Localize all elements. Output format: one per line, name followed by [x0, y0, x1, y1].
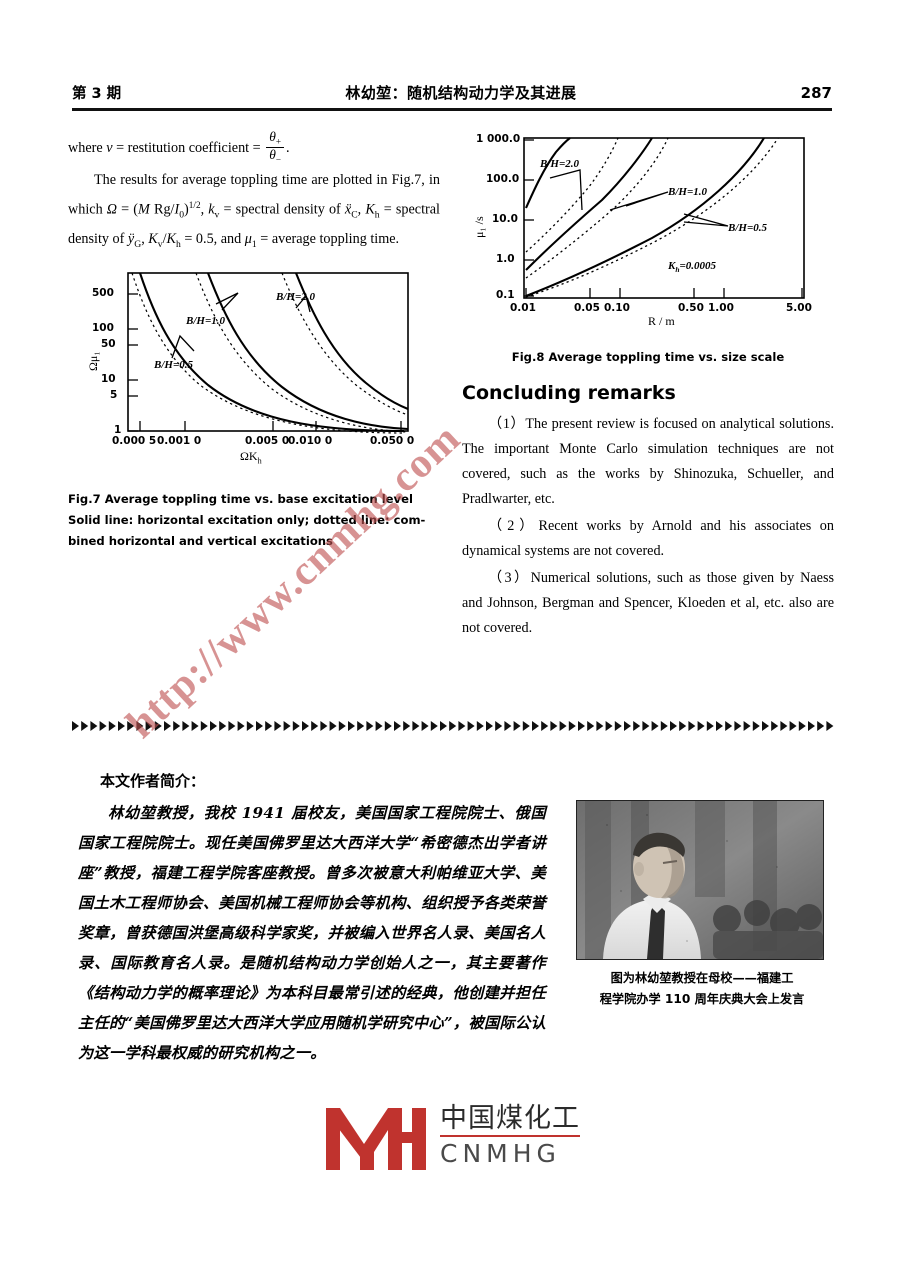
right-column: 1 000.0 100.0 10.0 1.0 0.1 0.01 0.05 0.1…	[462, 130, 834, 643]
author-photo	[576, 800, 824, 960]
fig7-curve-label-1: B/H=1.0	[186, 315, 225, 328]
fig8-annotation-value: =0.0005	[679, 260, 717, 272]
fig8-plot: 1 000.0 100.0 10.0 1.0 0.1 0.01 0.05 0.1…	[462, 130, 834, 328]
triangle-divider-svg	[72, 721, 834, 731]
fig8-curve-label-0: B/H=2.0	[540, 158, 579, 170]
page-number: 287	[800, 84, 832, 102]
bio-heading: 本文作者简介：	[100, 772, 206, 790]
fig8-xtick-4: 0.50	[678, 302, 704, 314]
fig7-caption: Fig.7 Average toppling time vs. base exc…	[68, 489, 440, 552]
fig8-x-axis-title: R / m	[648, 314, 675, 328]
fig8-xtick-3: 0.10	[604, 302, 630, 314]
fig8-ytick-1000: 1 000.0	[476, 133, 521, 145]
fig7-xtick-1: 0.000 5	[112, 435, 157, 448]
issue-label: 第 3 期	[72, 86, 122, 102]
remark-item-3: （3）Numerical solutions, such as those gi…	[462, 570, 834, 636]
fig7-xtick-3: 0.005 0	[245, 435, 290, 448]
logo-english-name: CNMHG	[440, 1138, 561, 1168]
fig7-ytick-50: 50	[101, 338, 116, 351]
logo-text: 中国煤化工 CNMHG	[440, 1105, 580, 1166]
fig8-svg	[523, 137, 805, 299]
page-title: 林幼堃：随机结构动力学及其进展	[345, 84, 577, 102]
fig7-xtick-5: 0.050 0	[370, 435, 415, 448]
cnmhg-mark-icon	[326, 1108, 426, 1170]
photo-caption: 图为林幼堃教授在母校——福建工 程学院办学 110 周年庆典大会上发言	[556, 968, 848, 1010]
figure-7: 500 100 50 10 5 1 0.000 5 0.001 0 0.005 …	[68, 263, 440, 552]
fig7-curve-label-0: B/H=0.5	[154, 359, 193, 372]
fig7-x-axis-title-sub: h	[257, 456, 262, 466]
photo-caption-line1: 图为林幼堃教授在母校——福建工	[610, 971, 794, 985]
fig7-xtick-2: 0.001 0	[157, 435, 202, 448]
fig7-svg	[127, 272, 409, 434]
figure-8: 1 000.0 100.0 10.0 1.0 0.1 0.01 0.05 0.1…	[462, 130, 834, 368]
fig8-ytick-1: 1.0	[496, 253, 515, 265]
author-photo-svg	[577, 801, 823, 959]
fig8-xtick-6: 5.00	[786, 302, 812, 314]
concluding-remarks-heading: Concluding remarks	[462, 382, 676, 404]
fig8-y-axis-title: μ₁ /s	[472, 216, 486, 238]
remark-item-1: （1）The present review is focused on anal…	[462, 416, 834, 507]
bio-text: 林幼堃教授，我校 1941 届校友，美国国家工程院院士、俄国国家工程院院士。现任…	[78, 804, 546, 1062]
left-column: where v = restitution coefficient = θ+ θ…	[68, 129, 440, 552]
fig7-ytick-500: 500	[92, 287, 114, 300]
fig8-annotation-sub: h	[675, 265, 680, 275]
fig7-x-axis-title-main: ΩK	[240, 449, 258, 464]
fig7-ytick-5: 5	[110, 389, 118, 402]
logo-chinese-name: 中国煤化工	[440, 1105, 580, 1137]
fig8-curve-label-2: B/H=0.5	[728, 222, 767, 234]
fig7-ytick-1: 1	[114, 424, 122, 437]
theta-minus: θ	[269, 147, 276, 163]
theta-fraction: θ+ θ−	[266, 129, 284, 166]
photo-caption-line2: 程学院办学 110 周年庆典大会上发言	[599, 992, 805, 1006]
results-paragraph: The results for average toppling time ar…	[68, 171, 440, 251]
eq-where: where	[68, 139, 103, 156]
fig7-plot: 500 100 50 10 5 1 0.000 5 0.001 0 0.005 …	[68, 263, 440, 465]
fig7-caption-line1: Fig.7 Average toppling time vs. base exc…	[68, 492, 413, 507]
fig7-curve-label-2: B/H=2.0	[276, 291, 315, 304]
fig8-ytick-01: 0.1	[496, 289, 515, 301]
restitution-equation: where v = restitution coefficient = θ+ θ…	[68, 129, 290, 166]
theta-plus-sub: +	[275, 136, 281, 147]
remark-item-2: （2）Recent works by Arnold and his associ…	[462, 518, 834, 559]
fig8-caption: Fig.8 Average toppling time vs. size sca…	[511, 350, 785, 364]
fig7-x-axis-title: ΩKh	[240, 449, 262, 465]
fig8-ytick-10: 10.0	[492, 213, 518, 225]
eq-variable-v: v	[106, 139, 113, 156]
fig8-curve-label-1: B/H=1.0	[668, 186, 707, 198]
fig8-xtick-5: 1.00	[708, 302, 734, 314]
fig7-caption-line3: bined horizontal and vertical excitation…	[68, 534, 333, 549]
publisher-logo: 中国煤化工 CNMHG	[0, 1098, 904, 1172]
fig7-ytick-10: 10	[101, 373, 116, 386]
fig7-caption-line2: Solid line: horizontal excitation only; …	[68, 513, 426, 528]
fig8-annotation: Kh=0.0005	[668, 260, 716, 274]
theta-plus: θ	[269, 129, 276, 144]
theta-minus-sub: −	[275, 155, 281, 165]
fig8-xtick-1: 0.01	[510, 302, 536, 314]
running-head: 第 3 期 林幼堃：随机结构动力学及其进展 287	[72, 82, 832, 103]
fig7-y-axis-title: Ωμ₁	[86, 351, 100, 372]
fig7-ytick-100: 100	[92, 322, 114, 335]
eq-definition: = restitution coefficient =	[116, 139, 261, 156]
fig8-annotation-symbol: K	[668, 260, 676, 272]
header-rule	[72, 108, 832, 111]
fig8-xtick-2: 0.05	[574, 302, 600, 314]
fig7-xtick-4: 0.010 0	[288, 435, 333, 448]
triangle-divider	[72, 718, 834, 734]
fig8-ytick-100: 100.0	[486, 173, 520, 185]
